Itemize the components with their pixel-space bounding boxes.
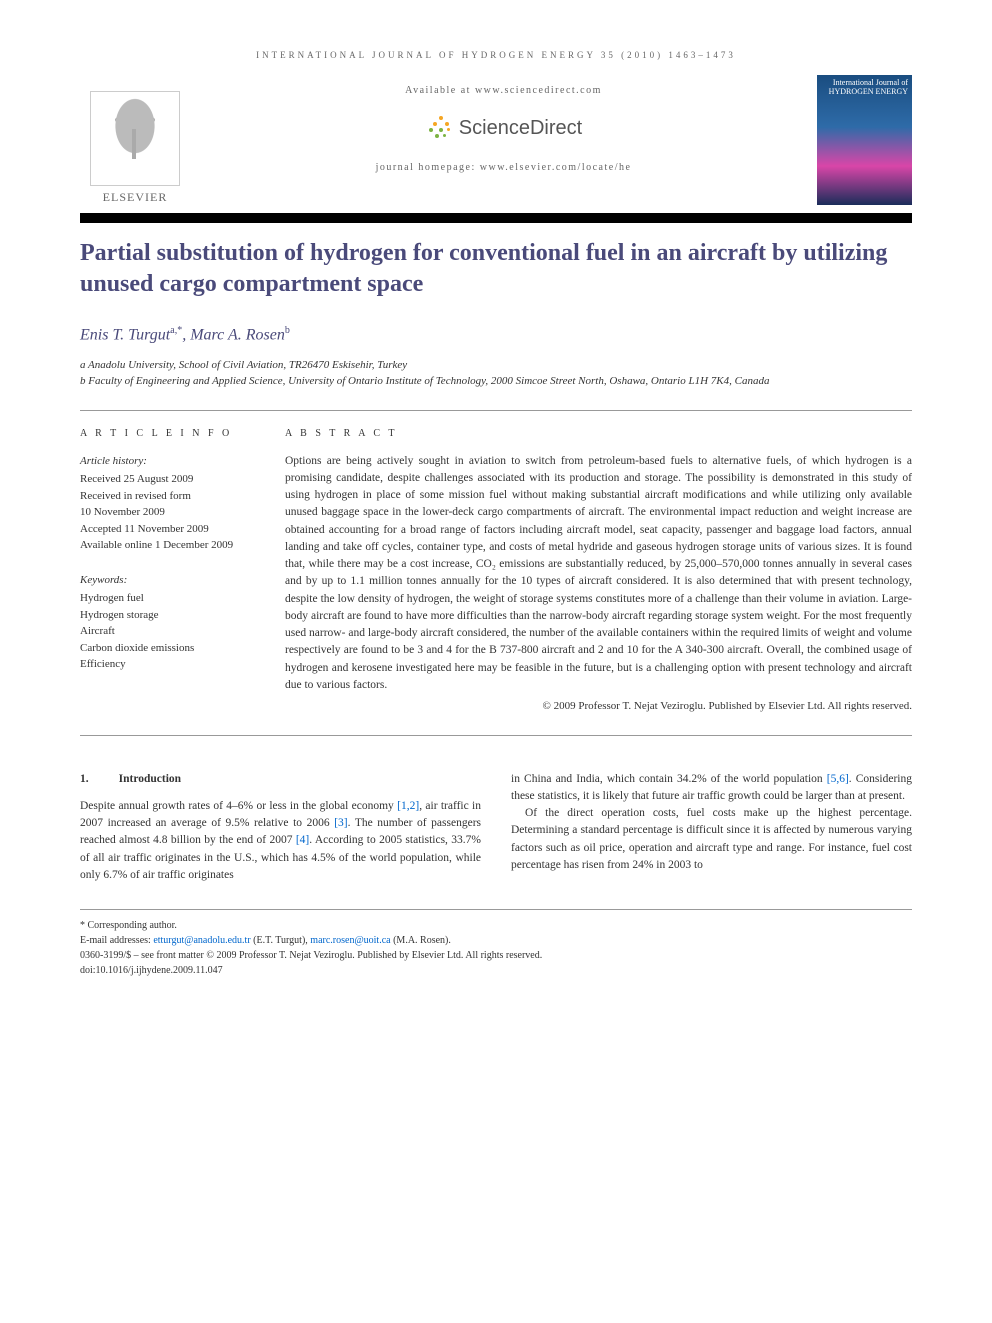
elsevier-label: ELSEVIER	[103, 190, 168, 205]
sciencedirect-text: ScienceDirect	[459, 117, 582, 140]
doi: doi:10.1016/j.ijhydene.2009.11.047	[80, 963, 912, 978]
section-number: 1.	[80, 771, 89, 788]
abstract-heading: A B S T R A C T	[285, 426, 912, 441]
received-date: Received 25 August 2009	[80, 471, 255, 488]
info-abstract-row: A R T I C L E I N F O Article history: R…	[80, 426, 912, 715]
revised-line-2: 10 November 2009	[80, 504, 255, 521]
article-history-block: Article history: Received 25 August 2009…	[80, 453, 255, 554]
intro-paragraph-1: Despite annual growth rates of 4–6% or l…	[80, 798, 481, 884]
footer: * Corresponding author. E-mail addresses…	[80, 909, 912, 978]
email-link-1[interactable]: etturgut@anadolu.edu.tr	[153, 935, 250, 946]
section-heading: 1. Introduction	[80, 771, 481, 788]
accepted-date: Accepted 11 November 2009	[80, 521, 255, 538]
sciencedirect-logo[interactable]: ScienceDirect	[425, 114, 582, 142]
keywords-label: Keywords:	[80, 572, 255, 589]
citation-link[interactable]: [1,2]	[397, 800, 419, 812]
keyword-2: Hydrogen storage	[80, 607, 255, 624]
divider	[80, 735, 912, 736]
author-1-sup: a,*	[170, 325, 182, 336]
citation-link[interactable]: [3]	[334, 817, 347, 829]
affiliations: a Anadolu University, School of Civil Av…	[80, 357, 912, 390]
email-line: E-mail addresses: etturgut@anadolu.edu.t…	[80, 933, 912, 948]
cover-title: International Journal of HYDROGEN ENERGY	[821, 79, 908, 97]
publisher-header: ELSEVIER Available at www.sciencedirect.…	[80, 75, 912, 205]
keyword-1: Hydrogen fuel	[80, 590, 255, 607]
affiliation-b: b Faculty of Engineering and Applied Sci…	[80, 373, 912, 390]
revised-line-1: Received in revised form	[80, 488, 255, 505]
keyword-3: Aircraft	[80, 623, 255, 640]
corresponding-author: * Corresponding author.	[80, 918, 912, 933]
email-link-2[interactable]: marc.rosen@uoit.ca	[310, 935, 390, 946]
journal-homepage-text: journal homepage: www.elsevier.com/locat…	[205, 162, 802, 173]
intro-paragraph-2: Of the direct operation costs, fuel cost…	[511, 805, 912, 874]
available-at-text: Available at www.sciencedirect.com	[205, 85, 802, 96]
keyword-5: Efficiency	[80, 656, 255, 673]
elsevier-tree-icon	[90, 91, 180, 186]
divider	[80, 410, 912, 411]
section-title: Introduction	[119, 771, 181, 788]
author-separator: ,	[182, 327, 190, 344]
abstract-text: Options are being actively sought in avi…	[285, 453, 912, 695]
article-title: Partial substitution of hydrogen for con…	[80, 238, 912, 300]
affiliation-a: a Anadolu University, School of Civil Av…	[80, 357, 912, 374]
divider-bar	[80, 213, 912, 223]
journal-cover-thumbnail[interactable]: International Journal of HYDROGEN ENERGY	[817, 75, 912, 205]
body-column-right: in China and India, which contain 34.2% …	[511, 771, 912, 885]
header-center: Available at www.sciencedirect.com Scien…	[205, 75, 802, 173]
journal-reference-header: INTERNATIONAL JOURNAL OF HYDROGEN ENERGY…	[80, 50, 912, 60]
article-info-sidebar: A R T I C L E I N F O Article history: R…	[80, 426, 255, 715]
authors-list: Enis T. Turguta,*, Marc A. Rosenb	[80, 325, 912, 344]
article-info-heading: A R T I C L E I N F O	[80, 426, 255, 441]
abstract-section: A B S T R A C T Options are being active…	[285, 426, 912, 715]
citation-link[interactable]: [5,6]	[827, 773, 849, 785]
author-2[interactable]: Marc A. Rosen	[190, 327, 285, 344]
body-text: 1. Introduction Despite annual growth ra…	[80, 771, 912, 885]
keyword-4: Carbon dioxide emissions	[80, 640, 255, 657]
intro-paragraph-1-cont: in China and India, which contain 34.2% …	[511, 771, 912, 806]
author-2-sup: b	[285, 325, 290, 336]
elsevier-logo[interactable]: ELSEVIER	[80, 75, 190, 205]
issn-copyright: 0360-3199/$ – see front matter © 2009 Pr…	[80, 948, 912, 963]
abstract-copyright: © 2009 Professor T. Nejat Veziroglu. Pub…	[285, 698, 912, 715]
sciencedirect-dots-icon	[425, 114, 453, 142]
author-1[interactable]: Enis T. Turgut	[80, 327, 170, 344]
online-date: Available online 1 December 2009	[80, 537, 255, 554]
body-column-left: 1. Introduction Despite annual growth ra…	[80, 771, 481, 885]
citation-link[interactable]: [4]	[296, 834, 309, 846]
keywords-block: Keywords: Hydrogen fuel Hydrogen storage…	[80, 572, 255, 673]
history-label: Article history:	[80, 453, 255, 470]
